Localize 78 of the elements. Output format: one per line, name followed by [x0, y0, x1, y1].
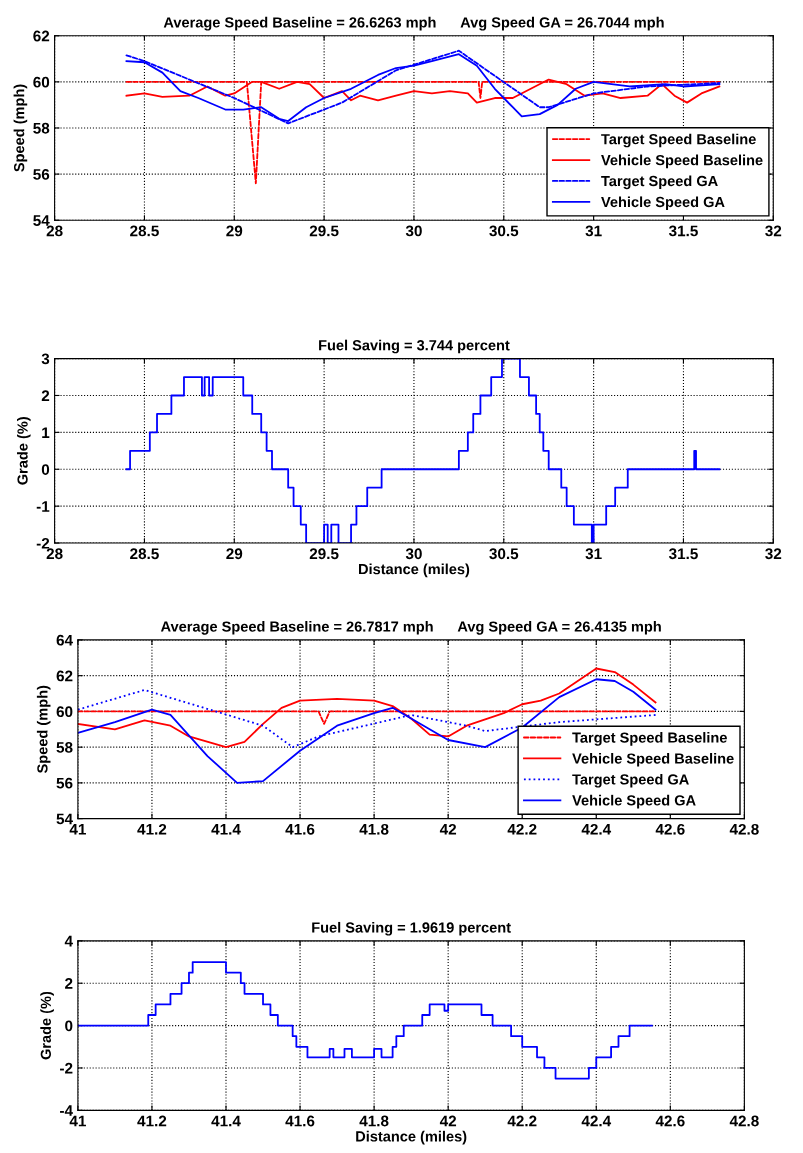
y-tick-label: 2 — [41, 390, 50, 402]
x-tick-label: 42.6 — [655, 823, 685, 835]
x-tick-label: 42.2 — [507, 823, 537, 835]
y-tick-label: -2 — [36, 537, 50, 549]
x-tick-label: 29 — [226, 225, 243, 237]
x-tick-label: 41.6 — [285, 1115, 315, 1127]
x-tick-label: 42 — [439, 1115, 457, 1127]
x-tick-label: 31 — [585, 225, 602, 237]
chart-title: Fuel Saving = 1.9619 percent — [312, 921, 511, 936]
y-tick-label: 62 — [56, 670, 73, 682]
y-axis-title: Speed (mph) — [36, 685, 51, 774]
y-tick-label: 64 — [56, 634, 73, 646]
legend-label: Target Speed Baseline — [601, 133, 756, 148]
y-tick-label: 0 — [65, 1020, 73, 1032]
x-tick-label: 41 — [69, 824, 86, 835]
x-tick-label: 42.4 — [581, 823, 612, 835]
y-tick-label: 60 — [33, 76, 50, 88]
y-tick-label: 54 — [33, 215, 50, 226]
legend-label: Target Speed Baseline — [572, 732, 727, 746]
x-tick-label: 30.5 — [489, 225, 519, 237]
y-tick-label: -4 — [60, 1105, 73, 1116]
y-tick-label: 56 — [33, 168, 50, 180]
y-tick-label: 58 — [33, 122, 50, 134]
y-tick-label: 56 — [56, 777, 73, 789]
x-tick-label: 42.4 — [581, 1115, 612, 1127]
x-tick-label: 41.2 — [137, 1115, 167, 1127]
y-tick-label: 3 — [41, 353, 50, 365]
x-tick-label: 41.2 — [137, 823, 167, 835]
x-tick-label: 32 — [765, 548, 782, 560]
x-axis-title: Distance (miles) — [359, 563, 470, 578]
x-tick-label: 41.8 — [359, 1115, 389, 1127]
y-axis-title: Speed (mph) — [13, 84, 28, 172]
y-axis-title: Grade (%) — [17, 417, 31, 485]
y-tick-label: 60 — [56, 706, 73, 718]
y-tick-label: 54 — [56, 813, 73, 825]
x-tick-label: 41 — [69, 1115, 86, 1127]
y-tick-label: 1 — [42, 427, 50, 438]
x-tick-label: 31 — [585, 548, 602, 560]
y-tick-label: 2 — [65, 978, 73, 989]
y-tick-label: -1 — [36, 501, 50, 512]
x-tick-label: 32 — [765, 225, 782, 237]
x-tick-label: 29.5 — [309, 225, 339, 237]
y-tick-label: 58 — [56, 742, 73, 753]
x-tick-label: 30 — [405, 225, 422, 237]
x-tick-label: 28.5 — [130, 548, 159, 560]
x-axis-title: Distance (miles) — [356, 1130, 467, 1145]
legend-label: Vehicle Speed GA — [572, 794, 696, 809]
x-tick-label: 29.5 — [309, 548, 339, 560]
legend-label: Target Speed GA — [601, 175, 718, 190]
x-tick-label: 41.4 — [211, 824, 241, 835]
y-axis-title: Grade (%) — [40, 991, 54, 1060]
chart-title: Fuel Saving = 3.744 percent — [319, 339, 510, 354]
legend-label: Vehicle Speed Baseline — [572, 752, 734, 767]
x-tick-label: 41.4 — [211, 1115, 241, 1127]
chart-title: Average Speed Baseline = 26.6263 mph Avg Speed GA = 26.7044 mph — [163, 16, 664, 31]
x-tick-label: 42.6 — [655, 1115, 685, 1127]
y-tick-label: 0 — [41, 464, 50, 475]
x-tick-label: 28.5 — [130, 225, 159, 237]
x-tick-label: 31.5 — [668, 225, 698, 237]
x-tick-label: 42 — [439, 823, 457, 835]
x-tick-label: 42.8 — [729, 823, 759, 835]
y-tick-label: 62 — [33, 30, 50, 42]
x-tick-label: 41.6 — [285, 823, 315, 835]
y-tick-label: -2 — [60, 1062, 73, 1074]
x-tick-label: 42.8 — [729, 1115, 759, 1127]
legend-label: Vehicle Speed Baseline — [601, 154, 763, 169]
y-tick-label: 4 — [64, 935, 73, 947]
x-tick-label: 31.5 — [668, 548, 698, 560]
chart-title: Average Speed Baseline = 26.7817 mph Avg Speed GA = 26.4135 mph — [160, 621, 661, 635]
x-tick-label: 29 — [226, 548, 243, 560]
x-tick-label: 41.8 — [359, 823, 389, 835]
x-tick-label: 30 — [405, 548, 422, 560]
legend-label: Target Speed GA — [572, 773, 689, 788]
x-tick-label: 30.5 — [489, 548, 519, 560]
legend-label: Vehicle Speed GA — [601, 196, 725, 211]
x-tick-label: 42.2 — [507, 1115, 537, 1127]
x-tick-label: 28 — [46, 548, 63, 560]
x-tick-label: 28 — [46, 225, 63, 237]
